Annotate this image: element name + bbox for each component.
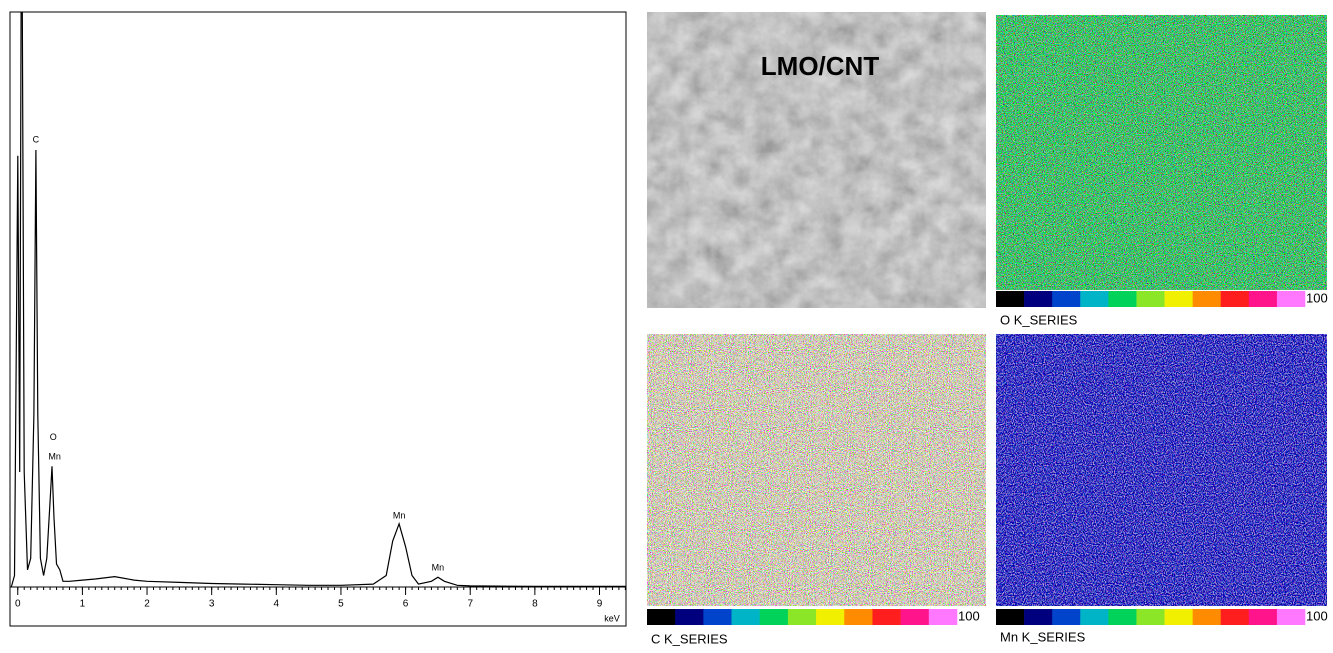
x-axis-label: keV [604,613,620,623]
map-caption: C K_SERIES [651,631,728,646]
x-tick-label: 0 [15,599,21,610]
colorbar-swatch [759,609,789,625]
map-caption: O K_SERIES [1000,312,1078,327]
x-tick-label: 7 [467,599,473,610]
colorbar-swatch [1024,291,1053,307]
c-map [647,334,986,606]
colorbar-swatch [1220,609,1250,625]
colorbar-swatch [872,609,901,625]
colorbar-swatch [1136,291,1165,307]
colorbar-max: 100 [1306,608,1328,623]
colorbar-swatch [647,609,676,625]
colorbar-swatch [1136,609,1165,625]
colorbar-swatch [1080,291,1109,307]
colorbar-swatch [1276,291,1306,307]
x-tick-label: 6 [403,599,409,610]
x-tick-label: 8 [532,599,538,610]
colorbar-swatch [1248,609,1278,625]
peak-label: Mn [393,511,406,521]
colorbar-swatch [900,609,930,625]
colorbar-swatch [996,609,1025,625]
colorbar-swatch [996,291,1025,307]
colorbar-swatch [1192,609,1222,625]
peak-label: O [50,432,57,442]
spectrum [10,12,626,588]
x-tick-label: 5 [338,599,344,610]
peak-label: Mn [48,451,61,461]
colorbar-swatch [1276,609,1306,625]
o-map [996,15,1327,290]
colorbar-swatch [1024,609,1053,625]
colorbar-max: 100 [958,608,980,623]
colorbar-swatch [731,609,761,625]
colorbar-swatch [1080,609,1109,625]
colorbar-swatch [1108,291,1137,307]
mn-map [996,334,1327,606]
sem-image [647,12,986,308]
colorbar-swatch [1052,609,1081,625]
x-tick-label: 1 [80,599,86,610]
x-tick-label: 2 [144,599,150,610]
sem-label: LMO/CNT [761,51,880,81]
colorbar-swatch [1248,291,1278,307]
colorbar-swatch [1108,609,1137,625]
x-tick-label: 3 [209,599,215,610]
colorbar-swatch [1164,291,1193,307]
spectrum-line [10,12,626,588]
x-tick-label: 9 [597,599,603,610]
peak-label: Mn [432,562,445,572]
colorbar-swatch [675,609,704,625]
colorbar-swatch [844,609,873,625]
colorbar-swatch [1192,291,1222,307]
colorbar-swatch [1052,291,1081,307]
plot-frame [9,11,627,627]
colorbar-swatch [703,609,732,625]
peak-label: C [33,135,40,145]
colorbar-swatch [1220,291,1250,307]
x-tick-label: 4 [274,599,280,610]
colorbar-swatch [787,609,817,625]
map-caption: Mn K_SERIES [1000,629,1086,644]
colorbar-swatch [928,609,958,625]
colorbar-max: 100 [1306,290,1328,305]
colorbar-swatch [1164,609,1193,625]
colorbar-swatch [816,609,845,625]
